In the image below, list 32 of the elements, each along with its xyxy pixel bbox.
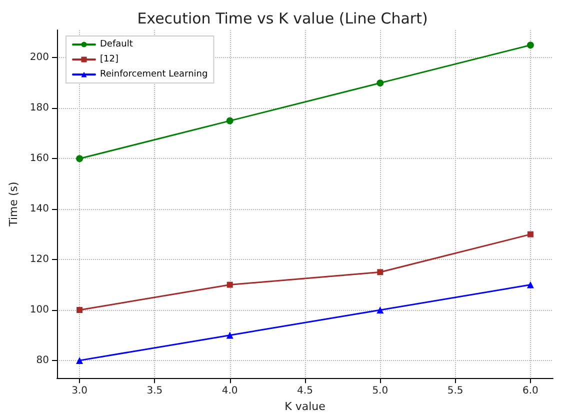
point	[526, 42, 534, 49]
x-tick-label: 4.5	[297, 386, 313, 397]
point	[376, 306, 384, 314]
point	[76, 155, 84, 162]
point	[376, 79, 384, 86]
y-tick-label: 80	[36, 354, 49, 366]
x-tick-label: 5.0	[372, 386, 388, 397]
x-tick-label: 5.5	[447, 386, 464, 397]
x-tick-label: 6.0	[522, 386, 538, 397]
legend-label: Default	[100, 40, 134, 50]
point	[226, 282, 233, 288]
x-tick-label: 4.0	[222, 386, 238, 397]
legend-label: Reinforcement Learning	[100, 70, 208, 80]
y-tick-label: 140	[30, 204, 49, 215]
y-axis-title: Time (s)	[7, 182, 20, 228]
point	[76, 356, 84, 364]
y-tick-label: 200	[30, 52, 49, 64]
point	[226, 117, 234, 124]
y-tick-label: 160	[30, 153, 49, 164]
chart-title: Execution Time vs K value (Line Chart)	[137, 10, 428, 28]
legend-label: [12]	[100, 54, 118, 64]
x-tick-label: 3.5	[146, 386, 163, 397]
point	[377, 269, 384, 276]
y-tick-label: 100	[30, 304, 49, 316]
x-tick-label: 3.0	[72, 386, 88, 397]
point	[226, 332, 234, 339]
point	[526, 281, 534, 288]
y-tick-label: 120	[30, 254, 49, 266]
y-tick-label: 180	[30, 102, 49, 114]
point	[527, 231, 534, 238]
point	[76, 306, 83, 313]
x-axis-title: K value	[284, 400, 326, 413]
